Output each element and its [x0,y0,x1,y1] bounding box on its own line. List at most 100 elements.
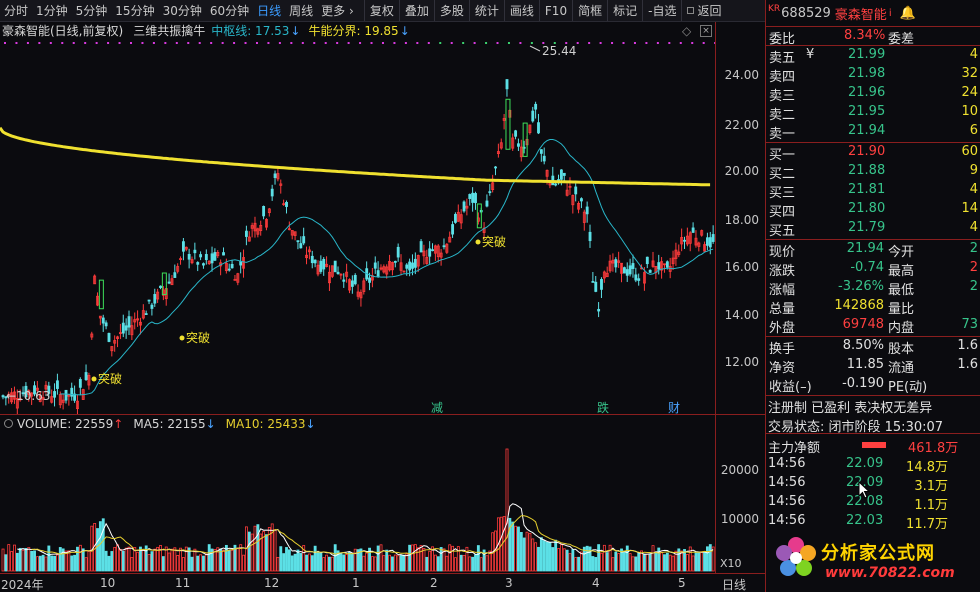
info-icon[interactable]: i [888,7,892,19]
ask-row[interactable]: 卖四 21.98 32 [766,65,980,85]
mark-button[interactable]: 标记 [607,0,642,21]
volume-bar [479,557,483,572]
volume-bar [585,545,589,572]
overlay-button[interactable]: 叠加 [398,0,434,21]
tab-5min[interactable]: 5分钟 [75,4,108,18]
volume-bar [133,547,137,572]
volume-bar [370,556,374,572]
promo-title: 分析家公式网 [821,543,935,564]
volume-bar [517,526,520,572]
tab-60min[interactable]: 60分钟 [209,4,250,18]
high-label: 25.44 [542,44,576,58]
statistics-button[interactable]: 统计 [468,0,504,21]
candle [204,254,208,261]
volume-bar [439,547,443,572]
bid-row[interactable]: 买二 21.88 9 [766,162,980,182]
volume-bar [179,547,182,572]
signal-candle [161,272,167,295]
candle [571,195,575,206]
settings-dot-icon[interactable] [4,419,13,428]
remove-watchlist-button[interactable]: -自选 [642,0,681,21]
volume-bar [64,550,68,572]
tab-1min[interactable]: 1分钟 [36,4,68,18]
candle [580,198,583,202]
promo-banner[interactable]: 分析家公式网 www.70822.com [771,533,976,589]
volume-bar [668,554,672,572]
tab-intraday[interactable]: 分时 [4,4,29,18]
indicator-name[interactable]: 三维共振擒牛 [133,24,206,38]
bid-row[interactable]: 买一 21.90 60 [766,143,980,163]
candle [350,280,354,287]
candle [124,325,128,331]
volume-bar [53,555,57,572]
bell-icon[interactable]: 🔔 [899,5,916,21]
candlestick-chart[interactable]: 25.44 ←10.63 突破 突破 突破 减 跌 财 [0,39,715,414]
candle [534,103,538,110]
ask-row[interactable]: 卖五 ¥21.99 4 [766,46,980,66]
volume-bar [611,557,615,572]
bid-row[interactable]: 买四 21.80 14 [766,200,980,220]
candle [121,322,125,334]
volume-bar [413,544,417,572]
ask-row[interactable]: 卖三 21.96 24 [766,84,980,104]
back-button[interactable]: 返回 [681,0,726,21]
tick-volume: 3.1万 [914,479,948,494]
divider [766,238,980,240]
volume-bar [388,554,392,572]
candle [247,236,251,242]
tab-30min[interactable]: 30分钟 [162,4,202,18]
volume-bar [711,546,715,572]
adjust-button[interactable]: 复权 [363,0,399,21]
signal-dot [427,42,430,44]
volume-bar [691,555,695,572]
bid-row[interactable]: 买三 21.81 4 [766,181,980,201]
period-selector[interactable]: 日线 [722,578,747,592]
ask-row[interactable]: 卖二 21.95 10 [766,103,980,123]
close-icon[interactable]: × [700,24,712,37]
candle [408,261,412,271]
tab-more[interactable]: 更多 › [317,2,358,19]
arrow-up-icon: ↑ [113,416,124,431]
tab-15min[interactable]: 15分钟 [115,4,155,18]
breakout-markers: 突破 突破 突破 [91,234,506,386]
volume-bar [677,548,681,572]
volume-bar [708,544,712,572]
ask-row[interactable]: 卖一 21.94 6 [766,122,980,142]
candle [173,272,177,278]
tick-volume: 11.7万 [906,517,948,532]
fundamental-row: 净资 11.85 流通 1.6 [766,356,980,376]
volume-bar [13,544,16,572]
candle [276,173,280,180]
price-tick: 24.00 [724,68,759,82]
event-marker-drop: 跌 [597,400,609,414]
volume-bar [594,557,598,572]
candle [50,396,54,403]
signal-dot [26,42,29,44]
f10-button[interactable]: F10 [538,0,572,21]
draw-line-button[interactable]: 画线 [503,0,539,21]
signal-candle [522,122,528,157]
candle [542,155,546,162]
candle [677,251,681,255]
volume-bar [634,556,638,572]
volume-ma5-line [17,503,714,557]
simple-frame-button[interactable]: 简框 [572,0,607,21]
candle [336,271,340,275]
candle [87,375,91,386]
bid-row[interactable]: 买五 21.79 4 [766,219,980,239]
fundamental-row: 换手 8.50% 股本 1.6 [766,337,980,357]
candle [267,208,271,214]
multi-stock-button[interactable]: 多股 [433,0,469,21]
diamond-icon[interactable]: ◇ [682,23,692,38]
volume-bar [654,551,658,572]
volume-bar [164,546,168,572]
fundamental-value: 1.6 [957,338,978,353]
candle [156,291,160,300]
tab-daily[interactable]: 日线 [257,4,282,18]
volume-bar [393,554,397,572]
volume-bar [559,544,563,572]
volume-chart[interactable] [0,432,715,573]
ask-volume: 6 [969,123,978,138]
price-tick: 18.00 [724,213,759,227]
tab-weekly[interactable]: 周线 [289,4,314,18]
